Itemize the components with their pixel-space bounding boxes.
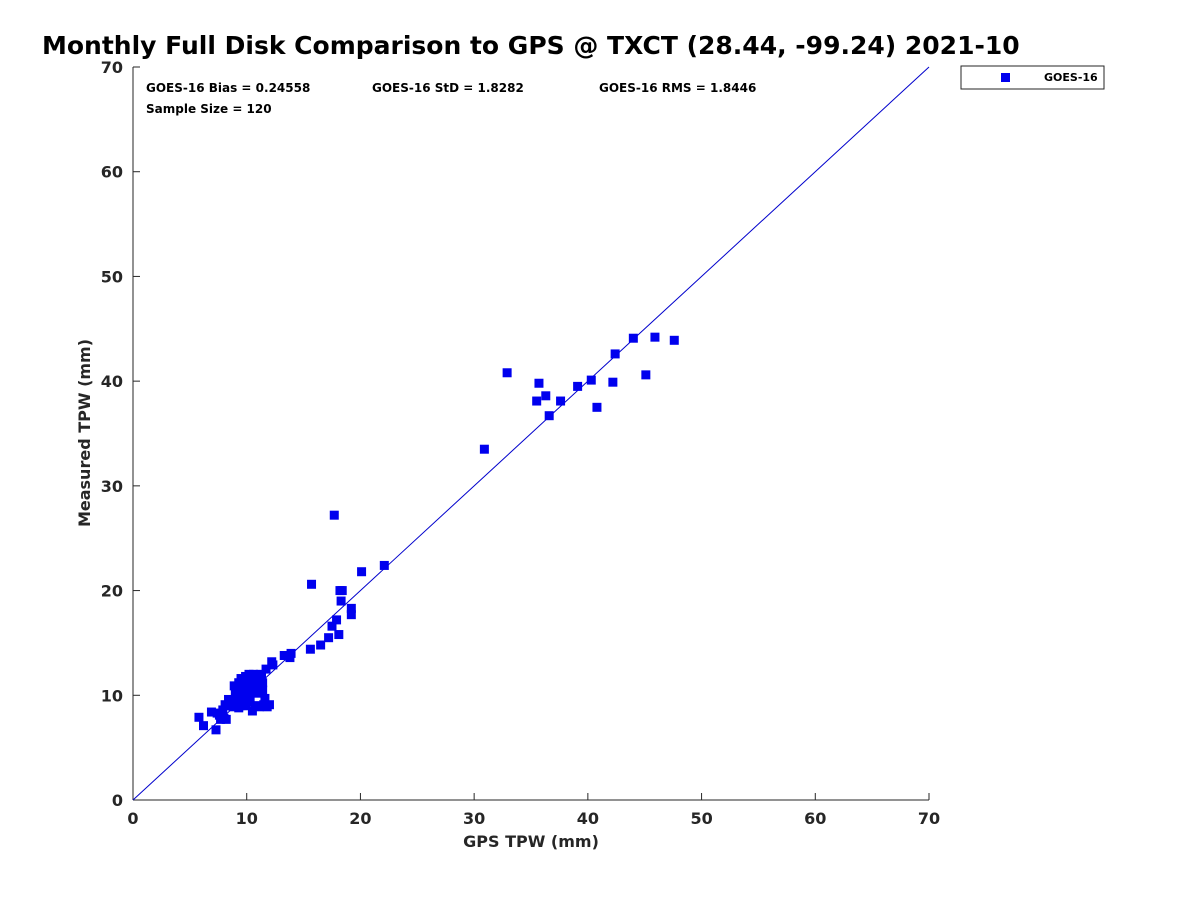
data-point: [534, 378, 544, 388]
legend-marker-square: [1001, 73, 1010, 82]
data-point: [260, 693, 270, 703]
data-point: [233, 685, 243, 695]
data-point: [650, 332, 660, 342]
data-point: [243, 680, 253, 690]
data-point: [307, 579, 317, 589]
x-ticks: 0 10 20 30 40 50 60 70: [127, 793, 940, 828]
x-tick-label: 50: [690, 809, 712, 828]
x-tick-label: 40: [577, 809, 599, 828]
data-point: [251, 686, 261, 696]
data-point: [641, 370, 651, 380]
data-point: [211, 725, 221, 735]
legend-label: GOES-16: [1044, 71, 1098, 84]
data-point: [249, 680, 259, 690]
data-point: [254, 702, 264, 712]
data-point: [586, 375, 596, 385]
data-point: [264, 700, 274, 710]
data-point: [221, 714, 231, 724]
data-point: [479, 444, 489, 454]
data-point: [268, 660, 278, 670]
x-tick-label: 10: [236, 809, 258, 828]
data-point: [245, 692, 255, 702]
data-point: [544, 411, 554, 421]
data-point: [324, 633, 334, 643]
data-point: [246, 685, 256, 695]
data-point: [258, 678, 268, 688]
chart-title: Monthly Full Disk Comparison to GPS @ TX…: [42, 31, 1020, 60]
x-axis-label: GPS TPW (mm): [463, 832, 599, 851]
y-tick-label: 20: [101, 582, 123, 601]
data-point: [238, 677, 248, 687]
data-point: [628, 333, 638, 343]
data-point: [573, 381, 583, 391]
data-point: [502, 368, 512, 378]
y-tick-label: 0: [112, 791, 123, 810]
data-point: [610, 349, 620, 359]
data-point: [242, 686, 252, 696]
data-points: [194, 332, 679, 735]
data-point: [244, 669, 254, 679]
data-point: [592, 402, 602, 412]
data-point: [206, 707, 216, 717]
data-point: [247, 706, 257, 716]
data-point: [346, 610, 356, 620]
data-point: [234, 703, 244, 713]
legend: GOES-16: [960, 65, 1105, 90]
data-point: [532, 396, 542, 406]
y-tick-label: 70: [101, 58, 123, 77]
y-ticks: 0 10 20 30 40 50 60 70: [101, 58, 140, 810]
data-point: [608, 377, 618, 387]
y-tick-label: 40: [101, 372, 123, 391]
stat-sample-size: Sample Size = 120: [146, 102, 272, 116]
data-point: [327, 621, 337, 631]
y-tick-label: 10: [101, 686, 123, 705]
stat-bias: GOES-16 Bias = 0.24558: [146, 81, 310, 95]
data-point: [194, 712, 204, 722]
legend-box: [960, 65, 1105, 90]
data-point: [261, 664, 271, 674]
data-point: [279, 650, 289, 660]
data-point: [316, 640, 326, 650]
data-point: [329, 510, 339, 520]
data-point: [218, 705, 228, 715]
data-point: [286, 648, 296, 658]
data-point: [346, 603, 356, 613]
data-point: [334, 630, 344, 640]
stat-std: GOES-16 StD = 1.8282: [372, 81, 524, 95]
data-point: [357, 567, 367, 577]
data-point: [251, 674, 261, 684]
data-point: [379, 560, 389, 570]
y-tick-label: 60: [101, 163, 123, 182]
data-point: [337, 586, 347, 596]
x-tick-label: 20: [349, 809, 371, 828]
data-point: [258, 685, 268, 695]
data-point: [241, 701, 251, 711]
data-point: [336, 596, 346, 606]
y-axis-label: Measured TPW (mm): [75, 339, 94, 527]
data-point: [231, 694, 241, 704]
data-point: [669, 335, 679, 345]
data-point: [220, 700, 230, 710]
stat-rms: GOES-16 RMS = 1.8446: [599, 81, 756, 95]
data-point: [199, 721, 208, 731]
y-tick-label: 50: [101, 267, 123, 286]
data-point: [332, 615, 342, 625]
data-point: [257, 672, 266, 682]
x-tick-label: 70: [918, 809, 940, 828]
data-point: [237, 690, 247, 700]
x-tick-label: 30: [463, 809, 485, 828]
data-point: [228, 702, 238, 712]
y-tick-label: 30: [101, 477, 123, 496]
x-tick-label: 60: [804, 809, 826, 828]
data-point: [541, 391, 551, 401]
data-point: [305, 644, 315, 654]
data-point: [556, 396, 566, 406]
x-tick-label: 0: [127, 809, 138, 828]
